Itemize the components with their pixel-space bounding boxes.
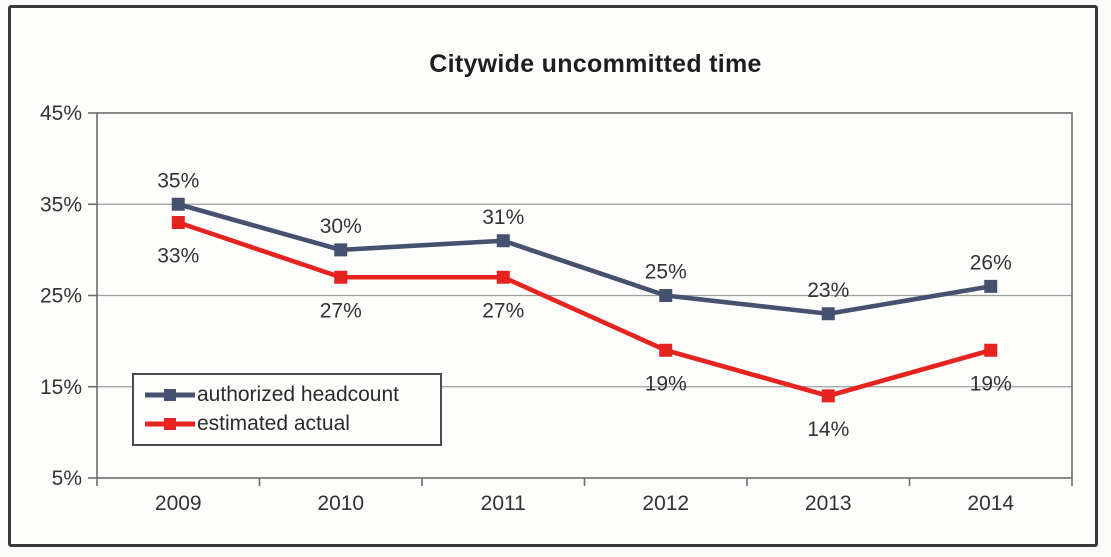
x-axis-tick-label: 2011 <box>481 492 526 515</box>
x-axis-tick-label: 2014 <box>967 492 1014 515</box>
data-point-marker <box>984 343 998 357</box>
legend-item-authorized-headcount: authorized headcount <box>144 383 430 407</box>
data-point-label: 27% <box>320 299 362 322</box>
data-point-marker <box>171 197 185 211</box>
data-point-marker <box>984 279 998 293</box>
data-point-label: 19% <box>645 372 687 395</box>
data-point-marker <box>496 270 510 284</box>
y-axis-tick-label: 5% <box>52 467 82 490</box>
series-line <box>175 201 994 317</box>
data-point-marker <box>171 216 185 229</box>
data-point-marker <box>659 289 673 302</box>
data-point-label: 14% <box>807 418 849 441</box>
data-point-label: 33% <box>157 245 199 268</box>
data-point-label: 25% <box>645 261 687 284</box>
data-point-marker <box>496 234 510 248</box>
data-point-marker <box>821 307 835 321</box>
series-line <box>175 220 994 399</box>
data-point-label: 31% <box>482 206 524 229</box>
x-axis-tick-label: 2009 <box>155 492 202 515</box>
data-point-label: 27% <box>482 299 524 322</box>
chart-title: Citywide uncommitted time <box>429 50 762 78</box>
y-axis-tick-label: 35% <box>40 193 82 216</box>
data-point-marker <box>334 270 348 284</box>
y-axis-tick-label: 15% <box>40 376 82 399</box>
data-point-marker <box>659 343 673 357</box>
line-marker-swatch-icon <box>145 417 195 430</box>
x-axis-tick-label: 2012 <box>642 492 689 515</box>
line-marker-swatch-icon <box>145 389 195 402</box>
data-point-label: 19% <box>970 372 1012 395</box>
legend: authorized headcount estimated actual <box>132 373 442 446</box>
legend-item-estimated-actual: estimated actual <box>144 412 430 436</box>
y-axis-tick-label: 45% <box>40 102 82 125</box>
data-point-marker <box>334 243 348 257</box>
figure-frame: Citywide uncommitted time <box>8 5 1098 547</box>
data-point-label: 35% <box>157 169 199 192</box>
legend-label-estimated-actual: estimated actual <box>197 411 350 435</box>
data-point-label: 26% <box>970 251 1012 274</box>
legend-label-authorized-headcount: authorized headcount <box>197 383 399 407</box>
data-point-label: 23% <box>807 279 849 302</box>
x-axis-tick-label: 2010 <box>317 492 364 515</box>
y-axis-tick-label: 25% <box>40 285 82 308</box>
data-point-marker <box>821 389 835 403</box>
data-point-label: 30% <box>320 215 362 238</box>
x-axis-tick-label: 2013 <box>805 492 852 515</box>
